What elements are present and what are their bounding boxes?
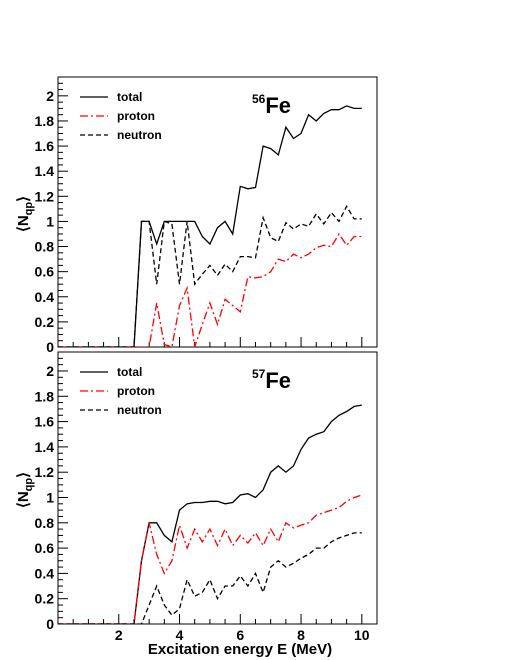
x-tick-label: 2 [115,627,123,643]
y-tick-label: 0.6 [35,540,55,556]
y-tick-label: 0 [46,616,54,632]
y-tick-label: 0.4 [35,565,55,581]
y-tick-label: 1 [46,213,54,229]
y-tick-label: 1.2 [35,188,55,204]
series-line-neutron [58,204,362,347]
plot-frame [57,76,378,348]
panel-fe56: 0 0.2 0.4 0.6 0.8 1 1.2 1.4 1.6 1.8 2 ⟨Nqp⟩ total pro… [15,76,378,355]
legend-label-proton: proton [117,109,155,123]
nucleus-label: 56Fe [252,92,291,118]
y-axis-label-main: ⟨N [15,491,32,508]
x-axis-label: Excitation energy E (MeV) [148,641,332,658]
series-line-proton [58,232,362,347]
y-tick-label: 2 [46,363,54,379]
x-tick-label: 6 [236,627,244,643]
y-tick-label: 2 [46,88,54,104]
y-tick-label: 1.6 [35,414,55,430]
legend-label-neutron: neutron [117,403,162,417]
x-tick-label: 4 [176,627,184,643]
y-tick-label: 1.8 [35,388,55,404]
y-tick-label: 1.2 [35,464,55,480]
y-axis-label: ⟨Nqp⟩ [15,472,35,508]
y-tick-label: 0.2 [35,591,55,607]
y-tick-label: 0 [46,339,54,355]
y-axis-label: ⟨Nqp⟩ [15,196,35,232]
y-tick-label: 0.4 [35,289,55,305]
y-tick-label: 1.8 [35,113,55,129]
y-axis-label-sub: qp [23,202,35,216]
y-tick-label: 1.6 [35,138,55,154]
panel-fe57: 0 0.2 0.4 0.6 0.8 1 1.2 1.4 1.6 1.8 2 2 4 6 8 10 ⟨Nqp⟩ to… [15,351,378,643]
y-tick-label: 0.8 [35,239,55,255]
nucleus-mass: 56 [252,92,266,106]
legend-label-proton: proton [117,384,155,398]
series-line-total [58,105,362,347]
plot-frame [57,351,378,625]
y-axis-label-sub: qp [23,478,35,492]
nucleus-symbol: Fe [265,93,291,118]
legend-label-neutron: neutron [117,128,162,142]
y-axis-label-close: ⟩ [15,472,32,478]
nucleus-label: 57Fe [252,367,291,393]
y-tick-label: 0.2 [35,314,55,330]
series-line-neutron [58,532,362,624]
legend-label-total: total [117,365,142,379]
y-tick-label: 1 [46,489,54,505]
series-line-proton [58,494,363,624]
y-tick-label: 1.4 [35,163,55,179]
x-tick-label: 8 [297,627,305,643]
y-tick-label: 1.4 [35,439,55,455]
nucleus-symbol: Fe [265,368,291,393]
y-axis-label-main: ⟨N [15,215,32,232]
y-tick-label: 0.6 [35,264,55,280]
x-tick-label: 10 [354,627,370,643]
y-axis-label-close: ⟩ [15,196,32,202]
nucleus-mass: 57 [252,367,266,381]
y-tick-label: 0.8 [35,515,55,531]
legend-label-total: total [117,90,142,104]
